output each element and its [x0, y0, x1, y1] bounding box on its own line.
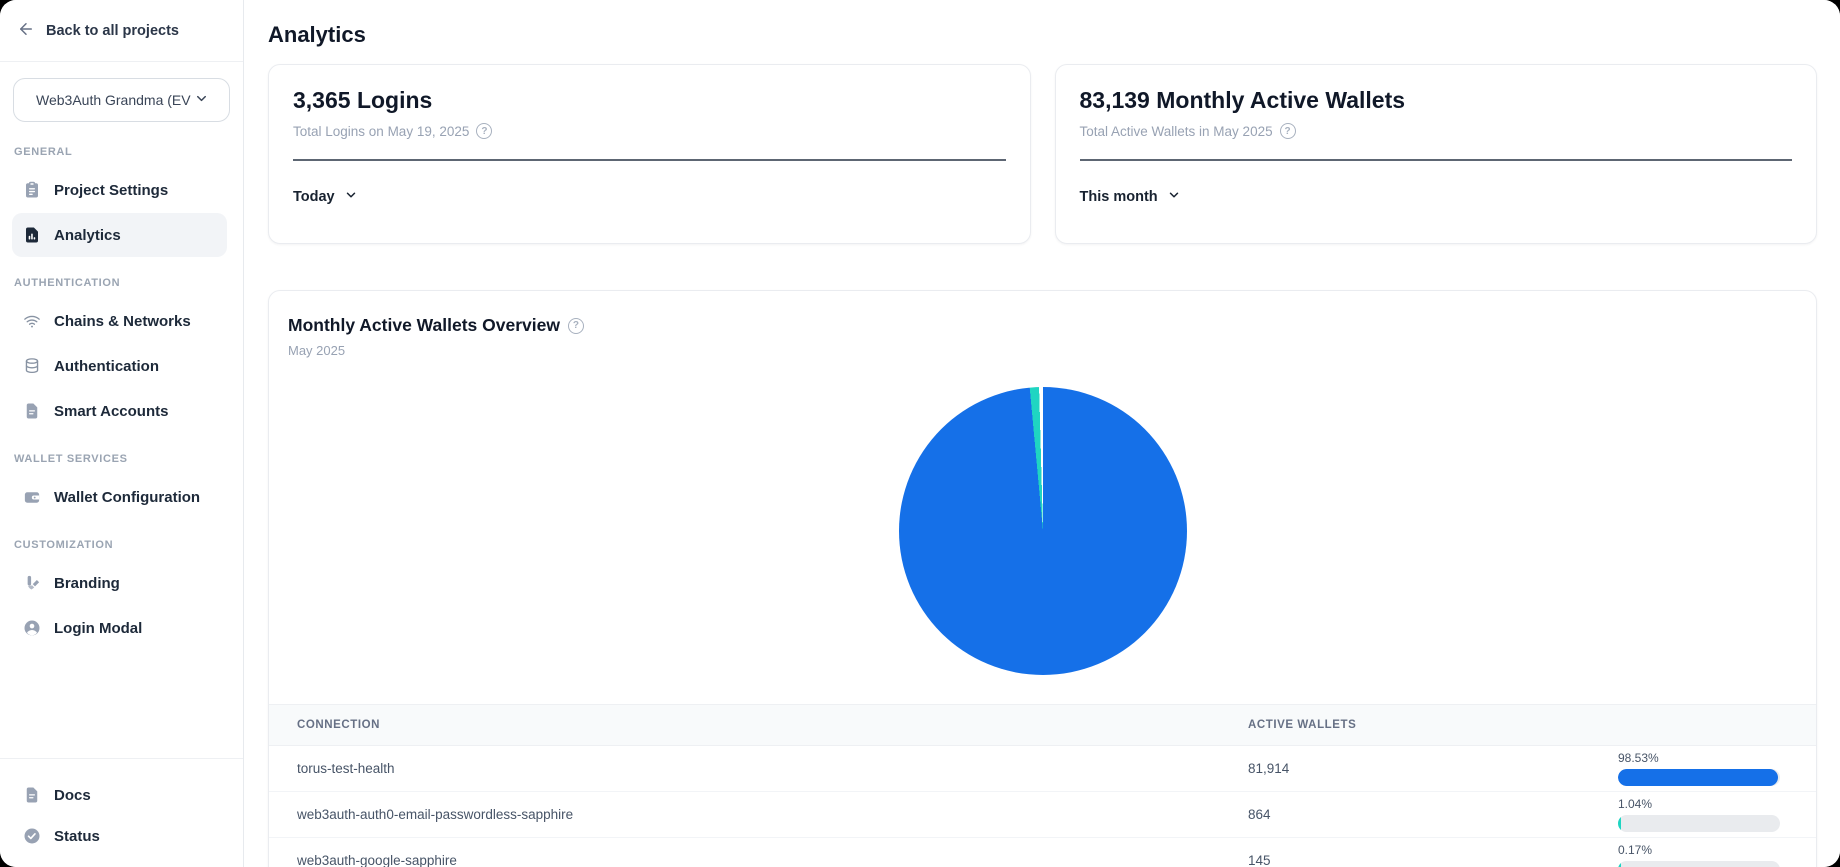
progress-bar-fill	[1618, 815, 1621, 832]
overview-subtitle: May 2025	[288, 343, 346, 358]
active-wallets-stat-subtitle: Total Active Wallets in May 2025	[1079, 123, 1273, 139]
sidebar-item-login-modal[interactable]: Login Modal	[12, 606, 227, 650]
sidebar-item-docs[interactable]: Docs	[12, 775, 227, 815]
sidebar-item-status[interactable]: Status	[12, 816, 227, 856]
sidebar-item-label: Wallet Configuration	[54, 488, 201, 506]
table-row: web3auth-google-sapphire 145 0.17%	[269, 838, 1816, 867]
column-header-active-wallets: ACTIVE WALLETS	[1248, 719, 1357, 731]
analytics-chart-icon	[23, 226, 41, 244]
active-wallets-cell: 145	[1248, 853, 1271, 867]
monthly-overview-card: Monthly Active Wallets Overview ? May 20…	[268, 290, 1817, 867]
help-icon[interactable]: ?	[476, 123, 493, 139]
sidebar-item-label: Branding	[54, 574, 120, 592]
chevron-down-icon	[1167, 188, 1181, 206]
section-label-general: GENERAL	[14, 146, 73, 158]
section-label-customization: CUSTOMIZATION	[14, 539, 114, 551]
range-dropdown-value: This month	[1079, 189, 1158, 205]
chevron-down-icon	[194, 91, 209, 109]
active-wallets-pie-chart	[898, 387, 1187, 675]
share-cell: 1.04%	[1618, 797, 1788, 832]
pie-chart-area	[269, 358, 1816, 704]
chart-baseline	[1079, 159, 1792, 161]
active-wallets-range-dropdown[interactable]: This month	[1080, 188, 1181, 206]
clipboard-icon	[23, 181, 41, 199]
sidebar-item-chains-networks[interactable]: Chains & Networks	[12, 299, 227, 343]
user-circle-icon	[23, 619, 41, 637]
sidebar-item-label: Status	[54, 827, 100, 845]
logins-stat-card: 3,365 Logins Total Logins on May 19, 202…	[268, 64, 1031, 244]
database-icon	[23, 357, 41, 375]
sidebar-item-label: Analytics	[54, 226, 121, 244]
file-icon	[23, 402, 41, 420]
percent-label: 98.53%	[1618, 751, 1659, 765]
progress-bar-fill	[1618, 861, 1621, 867]
doc-icon	[23, 786, 41, 804]
sidebar-nav: GENERAL Project Settings Analytics AUTHE…	[0, 126, 243, 758]
sidebar: Back to all projects Web3Auth Grandma (E…	[0, 0, 244, 867]
table-header: CONNECTION ACTIVE WALLETS	[269, 704, 1816, 746]
active-wallets-stat-card: 83,139 Monthly Active Wallets Total Acti…	[1054, 64, 1817, 244]
active-wallets-stat-title: 83,139 Monthly Active Wallets	[1079, 87, 1406, 113]
active-wallets-cell: 864	[1248, 807, 1271, 822]
connection-cell: torus-test-health	[297, 761, 395, 776]
wifi-icon	[23, 312, 41, 330]
back-link-label: Back to all projects	[46, 22, 179, 39]
overview-title: Monthly Active Wallets Overview	[288, 315, 560, 335]
project-selector[interactable]: Web3Auth Grandma (EV	[13, 78, 230, 122]
sidebar-item-label: Docs	[54, 786, 91, 804]
sidebar-item-smart-accounts[interactable]: Smart Accounts	[12, 389, 227, 433]
sidebar-item-label: Login Modal	[54, 619, 143, 637]
sidebar-item-label: Chains & Networks	[54, 312, 191, 330]
page-title: Analytics	[268, 22, 366, 47]
project-selector-value: Web3Auth Grandma (EV	[36, 92, 191, 108]
connection-cell: web3auth-google-sapphire	[297, 853, 457, 867]
section-label-authentication: AUTHENTICATION	[14, 277, 121, 289]
progress-bar-track	[1618, 769, 1780, 786]
sidebar-item-authentication[interactable]: Authentication	[12, 344, 227, 388]
main-content: Analytics 3,365 Logins Total Logins on M…	[244, 0, 1840, 867]
stat-cards-row: 3,365 Logins Total Logins on May 19, 202…	[268, 64, 1817, 244]
column-header-connection: CONNECTION	[297, 719, 381, 731]
check-circle-icon	[23, 827, 41, 845]
help-icon[interactable]: ?	[1279, 123, 1296, 139]
back-to-projects-link[interactable]: Back to all projects	[0, 0, 243, 62]
chevron-down-icon	[344, 188, 358, 206]
table-row: torus-test-health 81,914 98.53%	[269, 746, 1816, 792]
section-label-wallet-services: WALLET SERVICES	[14, 453, 128, 465]
sidebar-item-label: Smart Accounts	[54, 402, 169, 420]
sidebar-item-project-settings[interactable]: Project Settings	[12, 168, 227, 212]
sidebar-item-label: Authentication	[54, 357, 159, 375]
sidebar-item-branding[interactable]: Branding	[12, 561, 227, 605]
logins-range-dropdown[interactable]: Today	[293, 188, 358, 206]
active-wallets-cell: 81,914	[1248, 761, 1290, 776]
sidebar-item-label: Project Settings	[54, 181, 169, 199]
percent-label: 1.04%	[1618, 797, 1653, 811]
paintbrush-icon	[23, 574, 41, 592]
help-icon[interactable]: ?	[567, 317, 584, 334]
range-dropdown-value: Today	[293, 189, 335, 205]
progress-bar-fill	[1618, 769, 1778, 786]
sidebar-item-wallet-configuration[interactable]: Wallet Configuration	[12, 475, 227, 519]
wallet-icon	[23, 488, 41, 507]
share-cell: 0.17%	[1618, 843, 1788, 867]
sidebar-footer: Docs Status	[0, 758, 243, 867]
progress-bar-track	[1618, 861, 1780, 867]
logins-stat-subtitle: Total Logins on May 19, 2025	[293, 123, 470, 139]
logins-stat-title: 3,365 Logins	[293, 87, 433, 113]
percent-label: 0.17%	[1618, 843, 1653, 857]
arrow-left-icon	[17, 20, 35, 42]
chart-baseline	[293, 159, 1006, 161]
share-cell: 98.53%	[1618, 751, 1788, 786]
table-row: web3auth-auth0-email-passwordless-sapphi…	[269, 792, 1816, 838]
sidebar-item-analytics[interactable]: Analytics	[12, 213, 227, 257]
connection-cell: web3auth-auth0-email-passwordless-sapphi…	[297, 807, 574, 822]
progress-bar-track	[1618, 815, 1780, 832]
